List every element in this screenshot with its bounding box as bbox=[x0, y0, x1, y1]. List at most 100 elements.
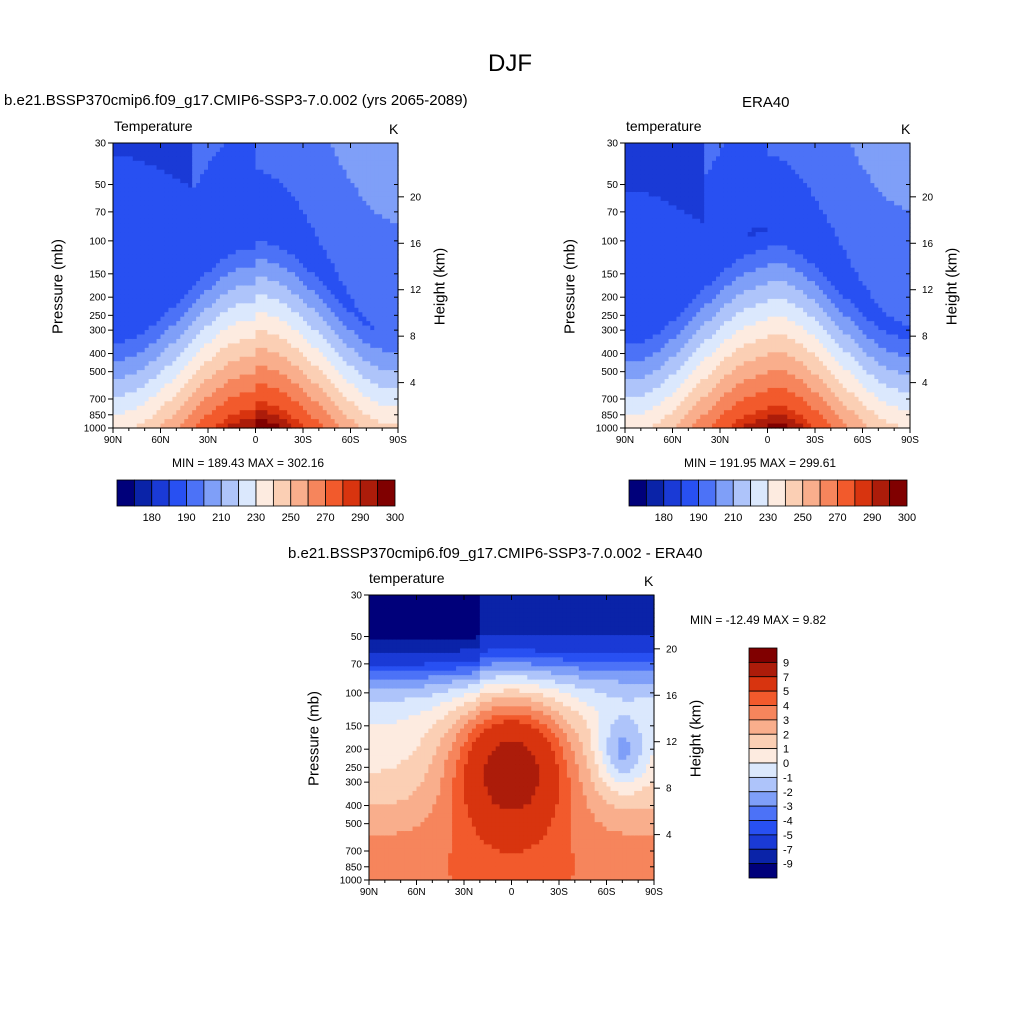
panel1-contour-cell bbox=[168, 240, 173, 247]
panel1-contour-cell bbox=[128, 281, 134, 287]
panel1-contour-cell bbox=[208, 330, 213, 336]
panel1-contour-cell bbox=[346, 263, 352, 269]
panel1-contour-cell bbox=[295, 370, 300, 376]
panel2-contour-cell bbox=[636, 285, 642, 291]
panel1-contour-cell bbox=[144, 419, 150, 425]
panel1-contour-cell bbox=[172, 334, 177, 340]
panel1-contour-cell bbox=[287, 383, 292, 389]
panel1-contour-cell bbox=[204, 240, 209, 247]
panel1-contour-cell bbox=[306, 352, 312, 358]
panel1-contour-cell bbox=[239, 365, 245, 371]
panel1-contour-cell bbox=[180, 218, 185, 224]
panel1-contour-cell bbox=[267, 232, 272, 238]
panel1-contour-cell bbox=[283, 423, 288, 429]
panel1-contour-cell bbox=[235, 352, 241, 358]
panel1-contour-cell bbox=[283, 236, 288, 242]
panel1-contour-cell bbox=[144, 347, 150, 353]
panel1-contour-cell bbox=[283, 392, 288, 398]
panel1-contour-cell bbox=[140, 196, 146, 202]
panel1-contour-cell bbox=[295, 338, 300, 344]
panel1-contour-cell bbox=[180, 338, 185, 344]
panel1-contour-cell bbox=[390, 405, 395, 411]
panel1-contour-cell bbox=[322, 316, 328, 322]
panel1-contour-cell bbox=[314, 370, 320, 376]
panel1-contour-cell bbox=[275, 374, 280, 380]
panel1-contour-cell bbox=[208, 209, 213, 215]
panel1-contour-cell bbox=[116, 147, 122, 153]
panel1-contour-cell bbox=[188, 419, 193, 425]
panel1-contour-cell bbox=[140, 209, 146, 215]
panel1-contour-cell bbox=[314, 387, 320, 393]
panel1-contour-cell bbox=[287, 178, 292, 184]
panel1-contour-cell bbox=[275, 387, 280, 393]
panel1-contour-cell bbox=[192, 183, 197, 189]
panel1-contour-cell bbox=[306, 316, 312, 322]
panel1-contour-cell bbox=[140, 174, 146, 180]
panel1-contour-cell bbox=[243, 414, 249, 420]
panel1-contour-cell bbox=[303, 312, 308, 318]
panel1-contour-cell bbox=[204, 272, 209, 278]
panel1-contour-cell bbox=[310, 387, 316, 393]
panel1-contour-cell bbox=[180, 205, 185, 211]
panel1-contour-cell bbox=[235, 218, 241, 224]
panel1-contour-cell bbox=[116, 387, 122, 393]
panel1-contour-cell bbox=[168, 214, 173, 220]
panel1-contour-cell bbox=[184, 379, 189, 385]
panel1-contour-cell bbox=[295, 205, 300, 211]
panel1-contour-cell bbox=[164, 289, 170, 295]
panel1-contour-cell bbox=[358, 165, 363, 171]
panel1-contour-cell bbox=[188, 160, 193, 166]
panel1-contour-cell bbox=[227, 165, 233, 171]
panel1-contour-cell bbox=[140, 227, 146, 233]
panel1-contour-cell bbox=[354, 254, 360, 260]
panel1-contour-cell bbox=[283, 151, 288, 157]
panel1-contour-cell bbox=[192, 187, 197, 193]
panel1-contour-cell bbox=[322, 276, 328, 282]
panel1-contour-cell bbox=[279, 410, 284, 416]
panel1-contour-cell bbox=[227, 267, 233, 273]
panel1-contour-cell bbox=[208, 312, 213, 318]
panel1-contour-cell bbox=[172, 307, 177, 313]
panel1-contour-cell bbox=[346, 165, 352, 171]
panel1-contour-cell bbox=[306, 240, 312, 247]
panel1-contour-cell bbox=[287, 312, 292, 318]
panel1-contour-cell bbox=[211, 151, 217, 157]
panel1-contour-cell bbox=[184, 178, 189, 184]
panel1-contour-cell bbox=[394, 178, 399, 184]
panel1-contour-cell bbox=[231, 214, 237, 220]
panel1-contour-cell bbox=[255, 232, 261, 238]
panel1-contour-cell bbox=[386, 330, 391, 336]
panel1-contour-cell bbox=[291, 307, 296, 313]
panel1-contour-cell bbox=[326, 325, 332, 331]
panel1-contour-cell bbox=[394, 267, 399, 273]
panel1-contour-cell bbox=[271, 396, 276, 402]
panel1-contour-cell bbox=[394, 214, 399, 220]
panel1-contour-cell bbox=[386, 361, 391, 367]
panel1-contour-cell bbox=[314, 156, 320, 162]
panel1-contour-cell bbox=[303, 281, 308, 287]
panel1-contour-cell bbox=[192, 303, 197, 309]
panel1-contour-cell bbox=[176, 245, 181, 251]
panel1-contour-cell bbox=[334, 352, 340, 358]
panel1-contour-cell bbox=[113, 249, 118, 255]
panel1-contour-cell bbox=[132, 263, 138, 269]
panel1-contour-cell bbox=[382, 343, 387, 349]
panel1-contour-cell bbox=[366, 205, 371, 211]
panel1-contour-cell bbox=[160, 361, 166, 367]
panel1-contour-cell bbox=[259, 379, 265, 385]
panel1-contour-cell bbox=[310, 272, 316, 278]
panel1-contour-cell bbox=[390, 392, 395, 398]
panel1-contour-cell bbox=[310, 218, 316, 224]
panel1-contour-cell bbox=[247, 316, 253, 322]
panel1-contour-cell bbox=[188, 401, 193, 407]
panel1-contour-cell bbox=[148, 165, 154, 171]
panel1-contour-cell bbox=[378, 289, 383, 295]
panel1-contour-cell bbox=[267, 200, 272, 206]
panel1-contour-cell bbox=[140, 347, 146, 353]
panel1-contour-cell bbox=[275, 361, 280, 367]
panel1-contour-cell bbox=[188, 298, 193, 304]
panel1-contour-cell bbox=[120, 276, 126, 282]
panel1-contour-cell bbox=[204, 281, 209, 287]
panel1-contour-cell bbox=[160, 200, 166, 206]
panel1-contour-cell bbox=[140, 383, 146, 389]
